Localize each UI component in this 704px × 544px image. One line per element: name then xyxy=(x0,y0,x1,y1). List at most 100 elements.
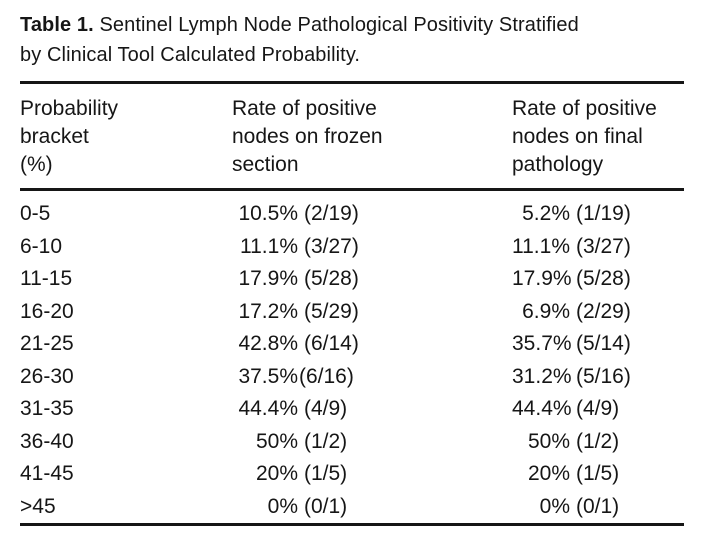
frozen-rate-fraction: (1/2) xyxy=(304,429,348,453)
frozen-rate-percent: 20% xyxy=(255,462,298,486)
final-rate-cell: 50% (1/2) xyxy=(512,426,684,459)
final-rate-percent: 50% xyxy=(527,429,570,453)
table-row: 11-15 17.9% (5/28) 17.9% (5/28) xyxy=(20,263,684,296)
bracket-cell: 11-15 xyxy=(20,267,73,291)
bracket-cell: 6-10 xyxy=(20,234,63,258)
final-rate-fraction: (0/1) xyxy=(576,494,620,518)
final-rate-percent: 31.2% xyxy=(512,364,572,388)
frozen-rate-percent: 17.9% xyxy=(238,267,298,291)
frozen-rate-fraction: (0/1) xyxy=(304,494,348,518)
table-row: 21-25 42.8% (6/14) 35.7% (5/14) xyxy=(20,328,684,361)
col-header-probability-bracket: Probability bracket (%) xyxy=(20,82,232,191)
frozen-rate-percent: 10.5% xyxy=(238,202,298,226)
table-row: 41-45 20% (1/5) 20% (1/5) xyxy=(20,458,684,491)
frozen-rate-fraction: (5/29) xyxy=(304,299,359,323)
table-body: 0-5 10.5% (2/19) 5.2% (1/19) 6-10 11.1% (3/… xyxy=(20,190,684,525)
table-row: 36-40 50% (1/2) 50% (1/2) xyxy=(20,426,684,459)
table-row: 26-30 37.5%(6/16) 31.2% (5/16) xyxy=(20,361,684,394)
frozen-rate-fraction: (6/14) xyxy=(304,332,359,356)
bracket-cell: 0-5 xyxy=(20,202,51,226)
frozen-rate-fraction: (6/16) xyxy=(299,364,354,388)
final-rate-fraction: (5/16) xyxy=(576,364,631,388)
table-row: 16-20 17.2% (5/29) 6.9% (2/29) xyxy=(20,296,684,329)
header-line: Rate of positive xyxy=(232,97,377,120)
frozen-rate-percent: 42.8% xyxy=(238,332,298,356)
frozen-rate-cell: 10.5% (2/19) xyxy=(232,190,512,231)
final-rate-percent: 5.2% xyxy=(522,202,570,226)
final-rate-fraction: (3/27) xyxy=(576,234,631,258)
final-rate-fraction: (4/9) xyxy=(576,397,620,421)
table-row: 0-5 10.5% (2/19) 5.2% (1/19) xyxy=(20,190,684,231)
table-number: Table 1. xyxy=(20,14,94,36)
final-rate-cell: 31.2% (5/16) xyxy=(512,361,684,394)
frozen-rate-percent: 50% xyxy=(255,429,298,453)
table-row: 6-10 11.1% (3/27) 11.1% (3/27) xyxy=(20,231,684,264)
table-row: >45 0% (0/1) 0% (0/1) xyxy=(20,491,684,525)
frozen-rate-fraction: (3/27) xyxy=(304,234,359,258)
frozen-rate-cell: 0% (0/1) xyxy=(232,491,512,525)
frozen-rate-cell: 50% (1/2) xyxy=(232,426,512,459)
table-caption-line-1: Table 1. Sentinel Lymph Node Pathologica… xyxy=(20,10,684,40)
header-row: Probability bracket (%) Rate of positive… xyxy=(20,82,684,191)
bracket-cell: 41-45 xyxy=(20,462,74,486)
header-line: nodes on frozen xyxy=(232,125,383,148)
bracket-cell: >45 xyxy=(20,494,56,518)
final-rate-cell: 20% (1/5) xyxy=(512,458,684,491)
final-rate-cell: 0% (0/1) xyxy=(512,491,684,525)
header-line: Probability xyxy=(20,97,119,120)
table-caption-line-2: by Clinical Tool Calculated Probability. xyxy=(20,44,361,66)
frozen-rate-cell: 37.5%(6/16) xyxy=(232,361,512,394)
table-row: 31-35 44.4% (4/9) 44.4% (4/9) xyxy=(20,393,684,426)
frozen-rate-fraction: (1/5) xyxy=(304,462,348,486)
final-rate-cell: 17.9% (5/28) xyxy=(512,263,684,296)
table-caption: Table 1. Sentinel Lymph Node Pathologica… xyxy=(20,10,684,70)
final-rate-percent: 0% xyxy=(539,494,570,518)
col-header-final-pathology: Rate of positive nodes on final patholog… xyxy=(512,82,684,191)
bracket-cell: 16-20 xyxy=(20,299,74,323)
final-rate-fraction: (5/28) xyxy=(576,267,631,291)
table-caption-text-1: Sentinel Lymph Node Pathological Positiv… xyxy=(99,14,579,36)
final-rate-fraction: (5/14) xyxy=(576,332,631,356)
frozen-rate-cell: 17.9% (5/28) xyxy=(232,263,512,296)
frozen-rate-cell: 42.8% (6/14) xyxy=(232,328,512,361)
frozen-rate-fraction: (2/19) xyxy=(304,202,359,226)
final-rate-percent: 11.1% xyxy=(512,234,570,258)
final-rate-fraction: (1/5) xyxy=(576,462,620,486)
frozen-rate-percent: 17.2% xyxy=(238,299,298,323)
bracket-cell: 26-30 xyxy=(20,364,74,388)
frozen-rate-percent: 44.4% xyxy=(238,397,298,421)
frozen-rate-percent: 11.1% xyxy=(240,234,298,258)
header-line: Rate of positive xyxy=(512,97,657,120)
final-rate-cell: 5.2% (1/19) xyxy=(512,190,684,231)
header-line: bracket xyxy=(20,125,89,148)
bracket-cell: 31-35 xyxy=(20,397,74,421)
bracket-cell: 21-25 xyxy=(20,332,74,356)
col-header-frozen-section: Rate of positive nodes on frozen section xyxy=(232,82,512,191)
frozen-rate-percent: 37.5% xyxy=(238,364,298,388)
final-rate-percent: 17.9% xyxy=(512,267,572,291)
frozen-rate-fraction: (5/28) xyxy=(304,267,359,291)
final-rate-cell: 35.7% (5/14) xyxy=(512,328,684,361)
frozen-rate-cell: 20% (1/5) xyxy=(232,458,512,491)
header-line: nodes on final xyxy=(512,125,643,148)
frozen-rate-cell: 44.4% (4/9) xyxy=(232,393,512,426)
frozen-rate-fraction: (4/9) xyxy=(304,397,348,421)
data-table: Probability bracket (%) Rate of positive… xyxy=(20,81,684,526)
final-rate-fraction: (1/19) xyxy=(576,202,631,226)
header-line: section xyxy=(232,153,299,176)
frozen-rate-percent: 0% xyxy=(267,494,298,518)
final-rate-fraction: (2/29) xyxy=(576,299,631,323)
final-rate-cell: 6.9% (2/29) xyxy=(512,296,684,329)
frozen-rate-cell: 17.2% (5/29) xyxy=(232,296,512,329)
final-rate-fraction: (1/2) xyxy=(576,429,620,453)
bracket-cell: 36-40 xyxy=(20,429,74,453)
final-rate-percent: 20% xyxy=(527,462,570,486)
header-line: pathology xyxy=(512,153,604,176)
final-rate-percent: 6.9% xyxy=(522,299,570,323)
final-rate-cell: 44.4% (4/9) xyxy=(512,393,684,426)
final-rate-percent: 44.4% xyxy=(512,397,572,421)
final-rate-percent: 35.7% xyxy=(512,332,572,356)
table-header: Probability bracket (%) Rate of positive… xyxy=(20,82,684,191)
header-line: (%) xyxy=(20,153,53,176)
